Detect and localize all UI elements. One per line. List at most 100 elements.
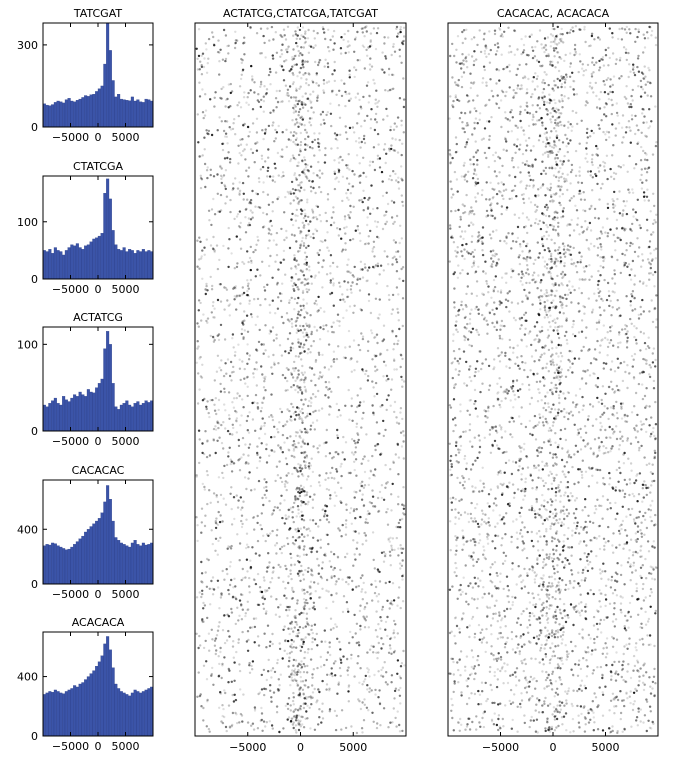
scatter-point [233, 298, 236, 301]
scatter-point [626, 265, 629, 268]
scatter-point [358, 232, 362, 235]
scatter-point [202, 601, 205, 605]
scatter-point [206, 473, 209, 477]
scatter-point [398, 241, 401, 245]
scatter-point [219, 164, 222, 168]
scatter-point [396, 116, 400, 119]
scatter-point [325, 428, 328, 432]
scatter-point [638, 472, 642, 475]
scatter-point [290, 556, 293, 560]
scatter-point [273, 506, 276, 509]
scatter-point [271, 326, 275, 329]
scatter-point [221, 662, 224, 666]
scatter-point [518, 243, 522, 246]
scatter-point [517, 256, 520, 259]
scatter-point [504, 390, 507, 394]
scatter-point [397, 176, 400, 179]
scatter-point [582, 345, 585, 349]
scatter-point [292, 721, 295, 724]
scatter-point [314, 228, 317, 231]
scatter-point [547, 248, 551, 251]
scatter-point [542, 606, 545, 610]
scatter-point [299, 686, 302, 689]
scatter-point [374, 355, 377, 358]
scatter-point [609, 368, 613, 371]
scatter-point [549, 657, 553, 661]
scatter-point [402, 26, 406, 29]
scatter-point [224, 691, 227, 695]
scatter-point [333, 170, 336, 173]
scatter-point [292, 96, 296, 99]
scatter-point [306, 412, 309, 415]
scatter-point [347, 610, 350, 613]
scatter-point [244, 614, 247, 618]
scatter-point [280, 494, 283, 497]
scatter-point [610, 98, 613, 102]
scatter-point [306, 163, 309, 167]
scatter-point [397, 473, 400, 476]
x-tick-label: 0 [95, 435, 102, 448]
scatter-point [333, 187, 337, 191]
scatter-point [459, 448, 462, 452]
scatter-point [312, 601, 316, 604]
scatter-point [285, 488, 288, 492]
scatter-point [239, 138, 242, 141]
scatter-point [637, 85, 640, 88]
hist-bar [119, 542, 123, 585]
scatter-point [639, 566, 643, 569]
scatter-point [267, 232, 271, 235]
scatter-point [276, 197, 279, 201]
scatter-point [237, 499, 240, 502]
scatter-point [481, 716, 484, 720]
scatter-point [608, 294, 611, 298]
scatter-point [299, 230, 302, 233]
scatter-point [614, 172, 618, 175]
scatter-point [566, 150, 569, 154]
scatter-point [474, 270, 478, 273]
scatter-point [324, 380, 327, 384]
scatter-point [385, 482, 388, 485]
scatter-point [303, 683, 306, 687]
scatter-point [281, 100, 284, 103]
scatter-point [390, 147, 393, 151]
scatter-point [265, 485, 268, 489]
scatter-point [299, 244, 302, 248]
scatter-point [306, 443, 310, 446]
scatter-point [371, 404, 374, 407]
scatter-point [217, 398, 221, 402]
scatter-point [625, 332, 628, 336]
scatter-point [295, 259, 298, 262]
scatter-point [241, 181, 245, 185]
scatter-point [454, 368, 457, 371]
hist-bar [100, 85, 104, 128]
hist-bar [122, 247, 126, 280]
scatter-point [376, 154, 380, 157]
scatter-point [551, 217, 555, 220]
scatter-point [236, 262, 239, 265]
scatter-point [367, 626, 370, 629]
scatter-point [617, 529, 621, 533]
scatter-point [366, 269, 369, 272]
scatter-point [377, 696, 380, 699]
scatter-point [599, 572, 602, 575]
scatter-point [311, 470, 315, 474]
scatter-point [569, 85, 572, 89]
scatter-point [295, 634, 298, 638]
scatter-point [389, 404, 392, 407]
scatter-point [272, 509, 275, 512]
scatter-point [230, 544, 233, 548]
scatter-point [237, 101, 241, 104]
scatter-point [477, 525, 480, 529]
scatter-point [367, 709, 370, 712]
scatter-point [489, 265, 493, 268]
scatter-point [456, 98, 459, 102]
scatter-point [377, 143, 380, 146]
scatter-point [499, 385, 503, 389]
scatter-point [546, 206, 549, 209]
scatter-point [390, 388, 393, 391]
scatter-point [243, 41, 246, 44]
scatter-point [212, 301, 215, 304]
scatter-point [333, 69, 336, 72]
scatter-point [222, 28, 226, 32]
scatter-point [362, 504, 366, 507]
